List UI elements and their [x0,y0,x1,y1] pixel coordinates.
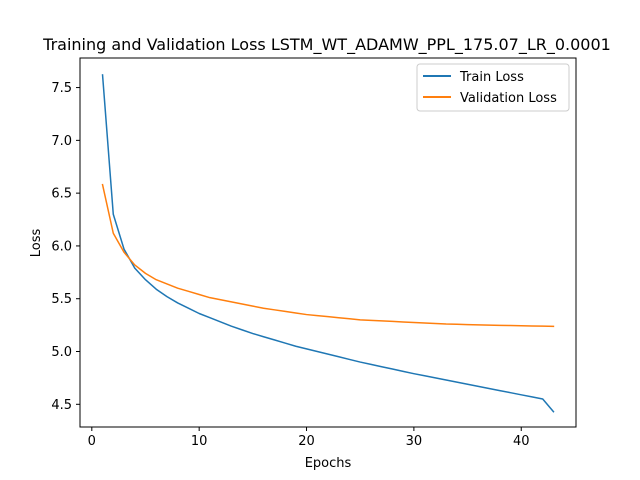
legend-label-train-loss: Train Loss [459,70,524,85]
series-line-validation-loss [101,183,555,328]
y-tick-label: 6.5 [51,187,72,202]
x-tick-label: 40 [513,434,530,449]
x-tick-label: 30 [406,434,423,449]
legend-label-validation-loss: Validation Loss [460,91,557,106]
legend: Train Loss Validation Loss [416,63,570,112]
plot-frame [79,57,577,428]
series-line-train-loss [101,74,555,413]
y-tick-label: 6.0 [51,239,72,254]
chart-title: Training and Validation Loss LSTM_WT_ADA… [42,35,611,55]
y-tick-label: 5.0 [51,345,72,360]
x-tick-label: 20 [298,434,315,449]
x-tick-label: 0 [88,434,96,449]
x-axis-ticks: 0 10 20 30 40 [88,427,530,449]
y-axis-ticks: 4.5 5.0 5.5 6.0 6.5 7.0 7.5 [51,81,80,413]
y-axis-label: Loss [29,229,44,258]
x-axis-label: Epochs [305,456,352,471]
x-tick-label: 10 [191,434,208,449]
y-tick-label: 4.5 [51,398,72,413]
y-tick-label: 5.5 [51,292,72,307]
series-layer [101,74,555,413]
legend-box [416,63,570,112]
y-tick-label: 7.5 [51,81,72,96]
y-tick-label: 7.0 [51,134,72,149]
